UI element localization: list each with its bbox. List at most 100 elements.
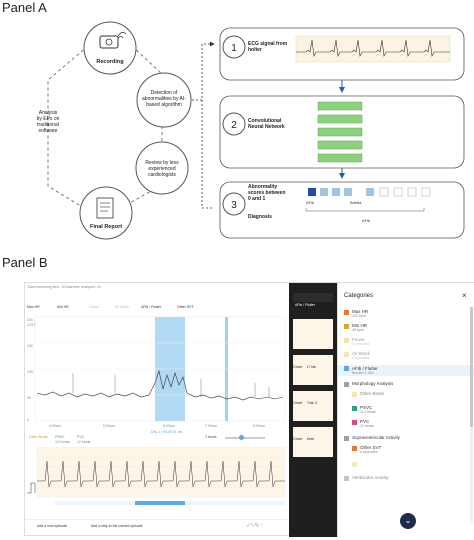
add-strip-button[interactable]: Add a strip to the current episode xyxy=(91,524,143,528)
y-tick-150: 150 xyxy=(27,344,33,348)
onset-2: Onset xyxy=(293,401,303,405)
bracket-top-arrow xyxy=(192,41,215,101)
zoom-slider-knob[interactable] xyxy=(239,435,244,440)
score-bdelta-label: Bdelta xyxy=(350,200,362,205)
thumbnail-1[interactable] xyxy=(293,319,333,349)
zoom-slider[interactable] xyxy=(225,435,265,440)
calibration-pulse xyxy=(27,482,36,494)
monitoring-time: Total monitoring time: 1h xyxy=(27,285,66,289)
category-ventricular[interactable]: Ventricular Activity xyxy=(344,475,389,481)
tag-psvc[interactable]: PSVC xyxy=(55,435,65,439)
onset-1: Onset xyxy=(293,365,303,369)
category-other-beats-label: Other Beats xyxy=(360,391,385,396)
cycle-line-top xyxy=(131,45,163,75)
ecg-trace-step1 xyxy=(296,39,450,58)
detection-node: Detection of abnormalities by AI- based … xyxy=(136,72,192,128)
thumb-tab[interactable]: AFib / Flutter xyxy=(293,293,333,307)
svg-text:traditional: traditional xyxy=(37,122,59,128)
thumbnail-4[interactable]: Onset 6min xyxy=(293,427,333,457)
strip-navigator-window xyxy=(135,501,185,505)
hr-trend-chart[interactable]: 200 150 100 50 0 4:00am 5:00am 6:00am 7:… xyxy=(25,313,287,435)
category-pvc-swatch xyxy=(352,420,357,425)
category-min-hr-swatch xyxy=(344,324,349,329)
filter-pause[interactable]: Pause xyxy=(89,295,99,313)
thumbnail-3[interactable]: Onset 7min 2 xyxy=(293,391,333,421)
pipeline-step-1: 1 ECG signal from holter xyxy=(219,27,465,81)
category-afib-sub: Burden 1.34h xyxy=(352,371,374,375)
category-other-svt[interactable]: Other SVT 4 episodes xyxy=(352,445,381,454)
categories-scrollbar-thumb[interactable] xyxy=(470,307,473,427)
onset-time-1: 17min xyxy=(306,365,317,369)
event-filter-row: Max HR 133 bpm Min HR 49 bpm Pause AV Bl… xyxy=(27,295,281,327)
category-psvc[interactable]: PSVC 113 beats xyxy=(352,405,376,414)
onset-time-2: 7min 2 xyxy=(306,401,318,405)
category-ventricular-swatch xyxy=(344,476,349,481)
category-max-hr[interactable]: Max HR 133 bpm xyxy=(344,309,368,318)
category-afib[interactable]: AFib / Flutter Burden 1.34h xyxy=(338,365,474,376)
svg-text:Analysis: Analysis xyxy=(39,110,58,116)
tag-other-beats[interactable]: Other Beats xyxy=(29,435,48,439)
diagnosis-result: AFib xyxy=(362,218,371,223)
bracket-bottom xyxy=(201,100,214,209)
cycle-line-left xyxy=(47,45,89,209)
step3-label-line1: Abnormality xyxy=(248,184,277,190)
category-other-svt-label: Other SVT xyxy=(360,445,382,450)
svg-text:software: software xyxy=(39,128,58,134)
category-morphology-swatch xyxy=(344,382,349,387)
panel-a-label: Panel A xyxy=(2,0,47,15)
diagnosis-label: Diagnosis xyxy=(248,214,272,220)
x-tick-2: 5:00am xyxy=(103,424,115,428)
toolbar-icons[interactable]: ⤢ ⤡ 🔍 ⋯ xyxy=(247,523,264,527)
y-tick-0: 0 xyxy=(27,418,29,422)
step2-number: 2 xyxy=(231,120,237,131)
category-min-hr-label: Min HR xyxy=(352,323,368,328)
category-supraventricular-swatch xyxy=(344,436,349,441)
category-min-hr[interactable]: Min HR 49 bpm xyxy=(344,323,367,332)
tag-pvc[interactable]: PVC xyxy=(77,435,85,439)
detection-label-line3: based algorithm xyxy=(146,102,182,108)
category-pvc-sub: 12 beats xyxy=(360,424,374,428)
tag-pvc-count: 12 beats xyxy=(77,440,91,444)
category-pause-swatch xyxy=(344,338,349,343)
category-other-svt-sub: 4 episodes xyxy=(360,450,378,454)
filter-av-block[interactable]: AV Block xyxy=(115,295,129,313)
final-report-node: Final Report xyxy=(79,186,133,240)
category-av-block[interactable]: AV Block 0 episodes xyxy=(344,351,370,360)
recording-label: Recording xyxy=(96,59,123,65)
category-psvc-sub: 113 beats xyxy=(360,410,376,414)
ecg-trace-strip xyxy=(37,460,285,488)
category-faded-item[interactable] xyxy=(352,461,360,467)
recording-node: Recording xyxy=(83,21,137,75)
filter-av-block-label: AV Block xyxy=(115,305,129,309)
ecg-strip-chart[interactable] xyxy=(25,447,287,511)
chevron-down-icon: ⌄ xyxy=(404,516,412,525)
categories-close-button[interactable]: × xyxy=(462,291,467,300)
review-label-line1: Review by less xyxy=(145,160,179,166)
category-pvc[interactable]: PVC 12 beats xyxy=(352,419,374,428)
scroll-down-button[interactable]: ⌄ xyxy=(400,513,416,529)
step1-label-line2: holter xyxy=(248,47,262,53)
filter-max-hr-sub: 133 bpm xyxy=(27,323,41,327)
category-other-beats[interactable]: Other Beats xyxy=(352,391,385,397)
analyzed-time: Total time analyzed: 1h xyxy=(65,285,101,289)
category-morphology[interactable]: Morphology Analysis xyxy=(344,381,393,387)
filter-max-hr[interactable]: Max HR 133 bpm xyxy=(27,295,41,331)
panel-b-label: Panel B xyxy=(2,255,48,270)
thumbnail-2[interactable]: Onset 17min xyxy=(293,355,333,385)
categories-title: Categories xyxy=(344,293,374,299)
category-pause[interactable]: Pause 0 episodes xyxy=(344,337,369,346)
detection-label-line1: Detection of xyxy=(151,90,178,96)
step2-label-line2: Neural Network xyxy=(248,124,285,130)
category-afib-swatch xyxy=(344,366,349,371)
step3-label-line2: scores between xyxy=(248,190,286,196)
score-boxes xyxy=(308,187,431,197)
category-pvc-label: PVC xyxy=(360,419,370,424)
category-psvc-swatch xyxy=(352,406,357,411)
categories-scrollbar[interactable] xyxy=(470,307,473,523)
step3-label-line3: 0 and 1 xyxy=(248,196,265,202)
category-supraventricular[interactable]: Supraventricular Activity xyxy=(344,435,400,441)
strip-beats-select[interactable]: 3 beats xyxy=(205,435,217,439)
beat-tags: Other Beats PSVC 113 beats PVC 12 beats xyxy=(29,435,149,445)
review-node: Review by less experienced cardiologists xyxy=(135,141,189,195)
add-episode-button[interactable]: Add a new episode xyxy=(37,524,67,528)
